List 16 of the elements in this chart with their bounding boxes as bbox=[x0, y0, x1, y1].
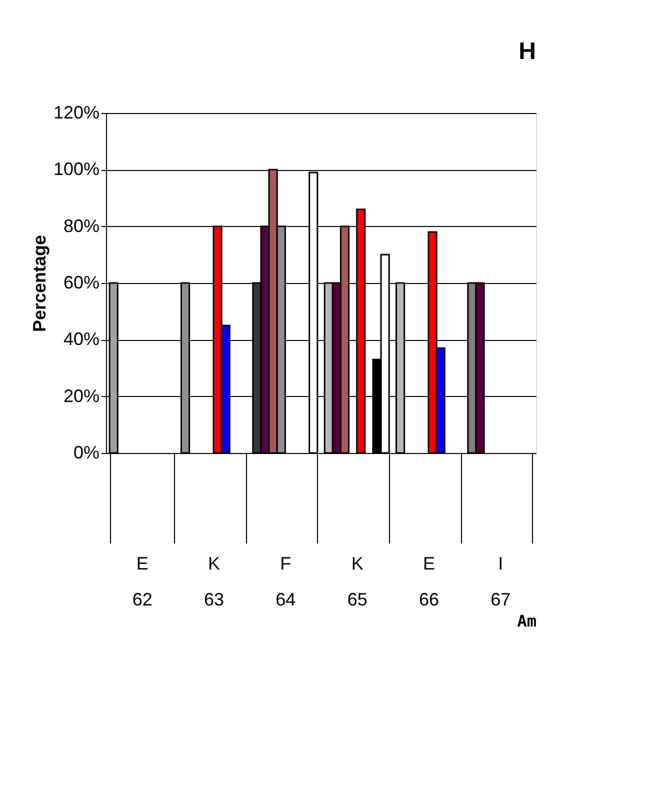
x-tick-label: I 67 bbox=[490, 554, 511, 610]
y-tick-label: 120% bbox=[53, 102, 100, 122]
y-tick-label: 80% bbox=[63, 216, 100, 236]
y-tick-label: 0% bbox=[73, 442, 100, 462]
y-tick-label: 40% bbox=[63, 329, 100, 350]
x-tick-label: K 63 bbox=[204, 554, 224, 610]
x-tick-label: E 62 bbox=[132, 554, 152, 610]
y-axis-title: Percentage bbox=[29, 234, 50, 332]
x-tick-label: E 66 bbox=[418, 554, 440, 610]
y-tick-label: 20% bbox=[63, 386, 100, 406]
x-axis-title: Am bbox=[517, 612, 537, 630]
y-tick-label: 100% bbox=[53, 159, 100, 180]
y-tick-label: 60% bbox=[63, 272, 100, 292]
chart-title: H bbox=[518, 38, 536, 65]
x-tick-label: F 64 bbox=[276, 554, 296, 610]
x-tick-label: K 65 bbox=[347, 554, 368, 610]
